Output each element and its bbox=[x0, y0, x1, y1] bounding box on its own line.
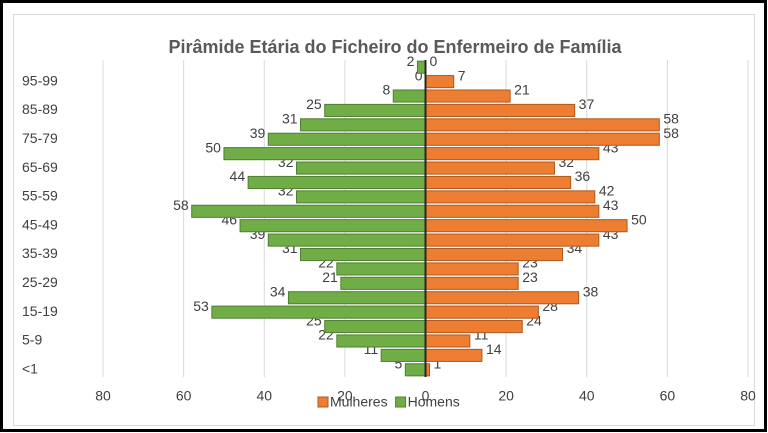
bar bbox=[223, 147, 426, 161]
bar bbox=[247, 175, 426, 190]
chart-area bbox=[13, 14, 755, 426]
data-label: 50 bbox=[205, 139, 221, 155]
data-label: 5 bbox=[395, 355, 403, 371]
data-label: 34 bbox=[270, 283, 286, 299]
bar bbox=[267, 233, 426, 247]
legend-label: Mulheres bbox=[330, 394, 388, 410]
bar bbox=[425, 219, 628, 233]
bar bbox=[425, 233, 600, 247]
y-tick-label: 35-39 bbox=[22, 245, 58, 261]
x-tick-label: 0 bbox=[422, 388, 430, 404]
data-label: 7 bbox=[458, 67, 466, 83]
data-label: 58 bbox=[663, 111, 679, 127]
bar bbox=[425, 247, 564, 262]
y-tick-label: 25-29 bbox=[22, 274, 58, 290]
data-label: 36 bbox=[575, 168, 591, 184]
data-label: 50 bbox=[631, 211, 647, 227]
y-tick-label: 5-9 bbox=[22, 332, 42, 348]
chart-title: Pirâmide Etária do Ficheiro do Enfermeir… bbox=[168, 37, 622, 57]
bar bbox=[425, 75, 455, 89]
bar bbox=[324, 320, 426, 334]
bar bbox=[324, 103, 426, 117]
x-tick-label: 80 bbox=[95, 388, 111, 404]
data-label: 42 bbox=[599, 183, 615, 199]
data-label: 44 bbox=[230, 168, 246, 184]
bar bbox=[425, 204, 600, 218]
bar bbox=[425, 320, 523, 334]
data-label: 23 bbox=[522, 269, 538, 285]
bar bbox=[425, 190, 596, 204]
bar bbox=[425, 175, 572, 190]
y-tick-label: 65-69 bbox=[22, 159, 58, 175]
bar bbox=[340, 276, 426, 290]
bar bbox=[425, 305, 539, 319]
data-label: 2 bbox=[407, 53, 415, 69]
data-label: 21 bbox=[322, 269, 338, 285]
bar bbox=[425, 276, 519, 290]
bar bbox=[300, 118, 426, 132]
bar bbox=[425, 262, 519, 276]
bar bbox=[404, 363, 426, 377]
y-tick-label: 55-59 bbox=[22, 188, 58, 204]
data-label: 0 bbox=[430, 53, 438, 69]
y-tick-label: 75-79 bbox=[22, 130, 58, 146]
bar bbox=[296, 161, 426, 175]
bar bbox=[425, 348, 483, 362]
y-tick-label: 15-19 bbox=[22, 303, 58, 319]
data-label: 1 bbox=[434, 355, 442, 371]
bar bbox=[425, 334, 471, 348]
data-label: 8 bbox=[382, 82, 390, 98]
bar bbox=[296, 190, 426, 204]
x-tick-label: 60 bbox=[660, 388, 676, 404]
data-label: 0 bbox=[415, 67, 423, 83]
data-label: 58 bbox=[173, 197, 189, 213]
x-tick-label: 80 bbox=[740, 388, 756, 404]
x-tick-label: 20 bbox=[498, 388, 514, 404]
bar bbox=[267, 132, 426, 146]
bar bbox=[211, 305, 426, 319]
bar bbox=[425, 147, 600, 161]
bar bbox=[425, 132, 660, 146]
data-label: 31 bbox=[282, 111, 298, 127]
x-tick-label: 20 bbox=[337, 388, 353, 404]
data-label: 58 bbox=[663, 125, 679, 141]
bar bbox=[425, 161, 555, 175]
bar bbox=[336, 262, 426, 276]
bar bbox=[425, 89, 511, 103]
data-label: 38 bbox=[583, 283, 599, 299]
bar bbox=[416, 60, 426, 74]
x-tick-label: 60 bbox=[176, 388, 192, 404]
bar bbox=[425, 291, 580, 305]
bar bbox=[239, 219, 426, 233]
y-tick-label: 95-99 bbox=[22, 72, 58, 88]
bar bbox=[300, 247, 426, 262]
data-label: 25 bbox=[306, 96, 322, 112]
x-tick-label: 40 bbox=[579, 388, 595, 404]
y-tick-label: 85-89 bbox=[22, 101, 58, 117]
legend-swatch bbox=[317, 396, 329, 408]
bar bbox=[336, 334, 426, 348]
bar bbox=[425, 103, 576, 117]
bar bbox=[425, 118, 660, 132]
data-label: 39 bbox=[250, 125, 266, 141]
legend-swatch bbox=[395, 396, 407, 408]
bar bbox=[392, 89, 426, 103]
y-tick-label: 45-49 bbox=[22, 216, 58, 232]
data-label: 14 bbox=[486, 341, 502, 357]
bar bbox=[191, 204, 426, 218]
data-label: 37 bbox=[579, 96, 595, 112]
legend-label: Homens bbox=[408, 394, 460, 410]
bar bbox=[287, 291, 426, 305]
data-label: 53 bbox=[193, 298, 209, 314]
bar bbox=[380, 348, 426, 362]
data-label: 21 bbox=[514, 82, 530, 98]
x-tick-label: 40 bbox=[256, 388, 272, 404]
y-tick-label: <1 bbox=[22, 360, 38, 376]
data-label: 43 bbox=[603, 197, 619, 213]
